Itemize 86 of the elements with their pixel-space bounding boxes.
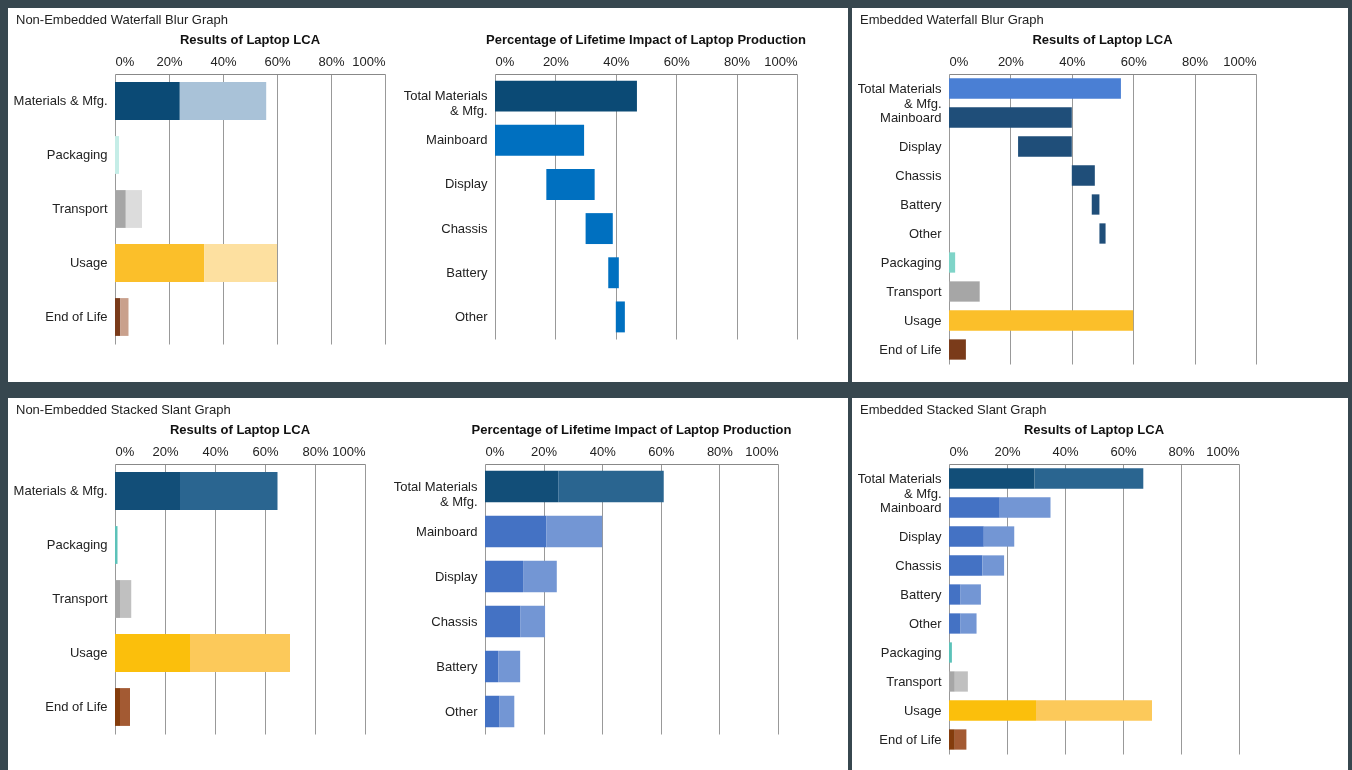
- x-tick-label: 80%: [318, 53, 345, 69]
- y-tick-label: Usage: [903, 312, 942, 328]
- y-tick-label: Display: [434, 568, 478, 584]
- y-tick-label: Total Materials & Mfg.: [857, 470, 942, 501]
- y-tick-label: Transport: [52, 201, 108, 216]
- y-tick-label: Total Materials & Mfg.: [857, 80, 942, 111]
- x-tick-label: 40%: [589, 443, 617, 459]
- y-tick-label: End of Life: [45, 699, 108, 714]
- x-tick-label: 60%: [264, 53, 291, 69]
- x-tick-label: 100%: [352, 53, 386, 69]
- x-tick-label: 20%: [542, 53, 570, 69]
- x-tick-label: 80%: [706, 443, 734, 459]
- y-tick-label: Chassis: [895, 167, 942, 183]
- text: Non-Embedded Waterfall Blur Graph: [16, 12, 228, 27]
- y-tick-label: Mainboard: [416, 523, 478, 539]
- y-tick-label: Display: [898, 528, 942, 544]
- y-tick-label: Packaging: [880, 254, 942, 270]
- chart-title: Results of Laptop LCA: [169, 422, 311, 437]
- y-tick-label: Packaging: [880, 644, 942, 660]
- x-tick-label: 20%: [152, 443, 179, 459]
- x-tick-label: 80%: [1182, 53, 1209, 69]
- y-tick-label: Battery: [900, 196, 942, 212]
- x-tick-label: 0%: [949, 443, 969, 459]
- x-tick-label: 0%: [495, 53, 515, 69]
- x-tick-label: 20%: [531, 443, 558, 459]
- y-tick-label: Other: [908, 225, 943, 241]
- y-tick-label: Transport: [52, 591, 108, 606]
- y-tick-label: Battery: [446, 264, 488, 280]
- y-tick-label: Other: [444, 703, 479, 719]
- text: Embedded Stacked Slant Graph: [860, 402, 1047, 417]
- x-tick-label: 40%: [202, 443, 229, 459]
- y-tick-label: Transport: [886, 283, 942, 299]
- x-tick-label: 80%: [724, 53, 751, 69]
- x-tick-label: 0%: [115, 53, 135, 69]
- x-tick-label: 40%: [210, 53, 237, 69]
- y-tick-label: Battery: [436, 658, 478, 674]
- x-tick-label: 60%: [663, 53, 691, 69]
- chart-title: Results of Laptop LCA: [1023, 422, 1165, 437]
- y-tick-label: Usage: [69, 645, 108, 660]
- x-tick-label: 100%: [745, 443, 779, 459]
- y-tick-label: Usage: [903, 702, 942, 718]
- y-tick-label: Packaging: [46, 537, 108, 552]
- x-tick-label: 100%: [332, 443, 366, 459]
- y-tick-label: Display: [444, 176, 488, 192]
- x-tick-label: 0%: [485, 443, 505, 459]
- x-tick-label: 40%: [1052, 443, 1079, 459]
- x-tick-label: 100%: [1223, 53, 1257, 69]
- y-tick-label: Chassis: [431, 613, 478, 629]
- y-tick-label: Chassis: [441, 220, 488, 236]
- x-tick-label: 20%: [994, 443, 1021, 459]
- x-tick-label: 100%: [764, 53, 798, 69]
- text: Non-Embedded Stacked Slant Graph: [16, 402, 231, 417]
- x-tick-label: 40%: [603, 53, 630, 69]
- x-tick-label: 80%: [302, 443, 329, 459]
- y-tick-label: Usage: [69, 255, 108, 270]
- y-tick-label: Materials & Mfg.: [13, 93, 108, 108]
- x-tick-label: 60%: [252, 443, 279, 459]
- x-tick-label: 0%: [115, 443, 135, 459]
- x-tick-label: 100%: [1206, 443, 1240, 459]
- y-tick-label: Mainboard: [426, 132, 488, 148]
- x-tick-label: 0%: [949, 53, 969, 69]
- x-tick-label: 80%: [1168, 443, 1195, 459]
- chart-title: Results of Laptop LCA: [179, 32, 321, 47]
- y-tick-label: Materials & Mfg.: [13, 483, 108, 498]
- y-tick-label: Total Materials & Mfg.: [403, 88, 488, 119]
- y-tick-label: Other: [908, 615, 943, 631]
- x-tick-label: 60%: [1110, 443, 1137, 459]
- y-tick-label: Other: [454, 308, 489, 324]
- x-tick-label: 60%: [1120, 53, 1148, 69]
- y-tick-label: Transport: [886, 673, 942, 689]
- y-tick-label: Packaging: [46, 147, 108, 162]
- x-tick-label: 60%: [648, 443, 675, 459]
- x-tick-label: 20%: [156, 53, 183, 69]
- chart-title: Percentage of Lifetime Impact of Laptop Production: [471, 422, 792, 437]
- x-tick-label: 40%: [1059, 53, 1086, 69]
- y-tick-label: Total Materials & Mfg.: [393, 478, 478, 509]
- chart-title: Results of Laptop LCA: [1032, 32, 1174, 47]
- y-tick-label: Display: [898, 138, 942, 154]
- y-tick-label: End of Life: [879, 731, 942, 747]
- y-tick-label: End of Life: [879, 341, 942, 357]
- x-tick-label: 20%: [997, 53, 1025, 69]
- y-tick-label: Chassis: [895, 557, 942, 573]
- y-tick-label: Battery: [900, 586, 942, 602]
- y-tick-label: End of Life: [45, 309, 108, 324]
- text: Embedded Waterfall Blur Graph: [860, 12, 1044, 27]
- chart-title: Percentage of Lifetime Impact of Laptop Production: [486, 32, 807, 47]
